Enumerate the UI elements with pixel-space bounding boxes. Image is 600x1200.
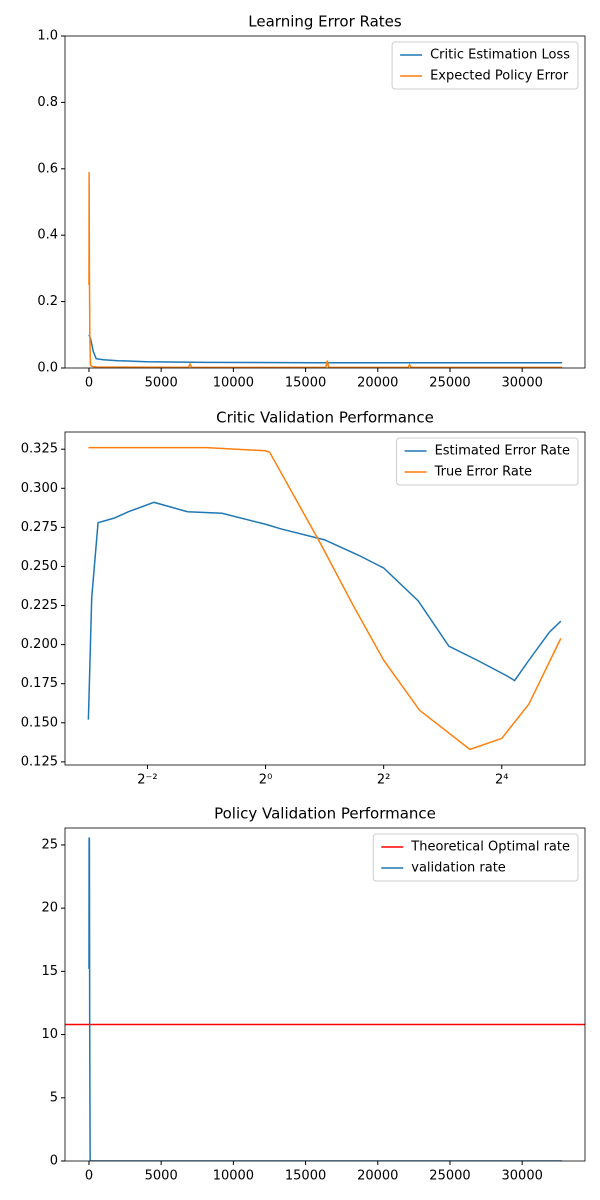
y-tick-label: 0.6 bbox=[37, 161, 58, 176]
line bbox=[88, 172, 563, 368]
legend-box bbox=[391, 41, 579, 90]
subplot: Learning Error Rates 0 5000 10000 15000 20000… bbox=[37, 13, 586, 391]
y-tick-label: 0.200 bbox=[21, 637, 58, 652]
y-tick-label: 0.125 bbox=[21, 754, 58, 769]
axes-frame bbox=[64, 431, 586, 766]
x-tick-label: 2⁴ bbox=[495, 773, 508, 788]
y-tick-label: 0.250 bbox=[21, 559, 58, 574]
subplot: Policy Validation Performance 0 5000 10000 1… bbox=[41, 805, 586, 1184]
legend-label: Estimated Error Rate bbox=[435, 444, 570, 459]
chart-title: Policy Validation Performance bbox=[214, 805, 436, 823]
legend-label: True Error Rate bbox=[434, 465, 532, 480]
x-tick-label: 20000 bbox=[357, 376, 398, 391]
x-tick-label: 15000 bbox=[285, 1169, 326, 1184]
subplot: Critic Validation Performance 2⁻² 2⁰ 2² 2⁴ 0.… bbox=[21, 409, 586, 788]
legend-box bbox=[372, 833, 579, 882]
legend-label: Theoretical Optimal rate bbox=[410, 840, 570, 855]
series-group bbox=[88, 172, 563, 368]
y-tick-label: 0.175 bbox=[21, 676, 58, 691]
y-tick-label: 0.8 bbox=[37, 95, 58, 110]
x-tick-label: 2² bbox=[377, 773, 390, 788]
series-group bbox=[65, 837, 585, 1161]
y-tick-label: 0.275 bbox=[21, 520, 58, 535]
y-tick-label: 0.300 bbox=[21, 481, 58, 496]
y-tick-label: 15 bbox=[41, 964, 58, 979]
x-tick-label: 25000 bbox=[429, 376, 470, 391]
x-tick-label: 2⁰ bbox=[259, 773, 272, 788]
x-tick-label: 15000 bbox=[285, 376, 326, 391]
y-tick-label: 1.0 bbox=[37, 29, 58, 44]
x-tick-label: 30000 bbox=[502, 1169, 543, 1184]
y-tick-label: 25 bbox=[41, 837, 58, 852]
axes-frame bbox=[64, 827, 586, 1162]
y-tick-label: 0.150 bbox=[21, 715, 58, 730]
y-tick-label: 0.0 bbox=[37, 361, 58, 376]
y-tick-label: 10 bbox=[41, 1027, 58, 1042]
legend-box bbox=[396, 437, 579, 486]
x-tick-label: 25000 bbox=[429, 1169, 470, 1184]
y-tick-label: 0.325 bbox=[21, 442, 58, 457]
line bbox=[88, 837, 563, 1161]
chart-title: Critic Validation Performance bbox=[216, 409, 434, 427]
line bbox=[88, 446, 562, 751]
legend: Theoretical Optimal rate validation rate bbox=[372, 833, 579, 882]
y-tick-label: 5 bbox=[50, 1090, 58, 1105]
axes-frame bbox=[64, 35, 586, 369]
y-tick-label: 0.2 bbox=[37, 294, 58, 309]
line bbox=[88, 334, 563, 364]
y-tick-label: 0 bbox=[50, 1154, 58, 1169]
x-tick-label: 0 bbox=[85, 376, 93, 391]
x-tick-label: 20000 bbox=[357, 1169, 398, 1184]
x-tick-label: 0 bbox=[85, 1169, 93, 1184]
y-tick-label: 0.225 bbox=[21, 598, 58, 613]
x-tick-label: 10000 bbox=[213, 1169, 254, 1184]
x-tick-label: 5000 bbox=[145, 376, 178, 391]
legend-label: Critic Estimation Loss bbox=[430, 48, 570, 63]
chart-title: Learning Error Rates bbox=[248, 13, 402, 31]
x-tick-label: 2⁻² bbox=[137, 773, 157, 788]
legend-label: validation rate bbox=[411, 861, 506, 876]
legend-label: Expected Policy Error bbox=[430, 69, 569, 84]
x-tick-label: 5000 bbox=[145, 1169, 178, 1184]
x-tick-label: 10000 bbox=[213, 376, 254, 391]
legend: Estimated Error Rate True Error Rate bbox=[396, 437, 579, 486]
y-tick-label: 20 bbox=[41, 901, 58, 916]
series-group bbox=[87, 446, 562, 751]
x-tick-label: 30000 bbox=[502, 376, 543, 391]
y-tick-label: 0.4 bbox=[37, 228, 58, 243]
legend: Critic Estimation Loss Expected Policy Er… bbox=[391, 41, 579, 90]
line bbox=[87, 501, 562, 720]
